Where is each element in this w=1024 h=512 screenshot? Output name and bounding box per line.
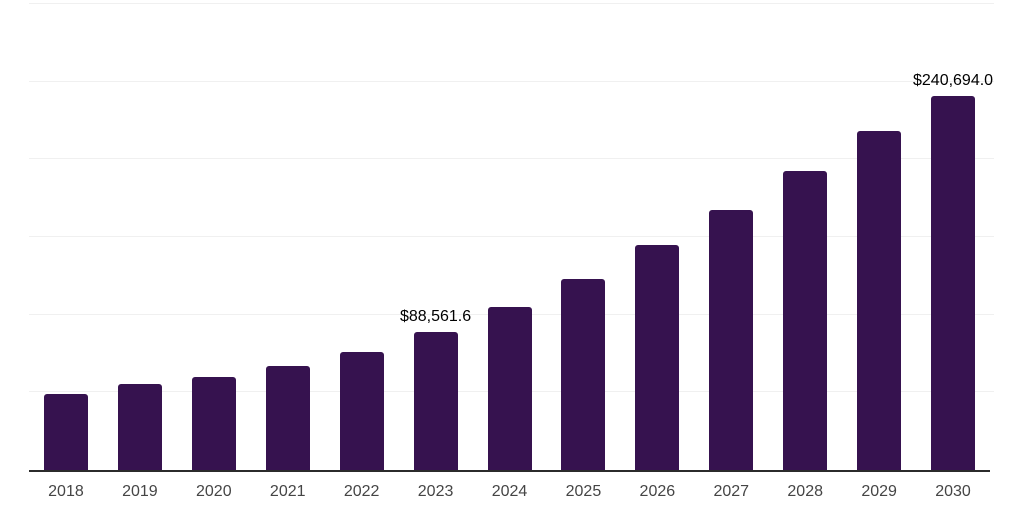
bar-2030 [931,96,976,470]
gridline [29,80,994,82]
x-axis-label-2021: 2021 [269,483,306,500]
bar-2029 [857,130,902,470]
bar-2028 [783,170,828,470]
gridline [29,158,994,160]
bar-2021 [265,366,310,470]
plot-area: $88,561.6 $240,694.0 [29,3,994,472]
x-axis-label-2026: 2026 [639,483,676,500]
gridline [29,3,994,4]
x-axis-label-2024: 2024 [491,483,528,500]
x-axis-label-2023: 2023 [417,483,454,500]
bar-2024 [487,306,532,470]
bar-value-label-2030: $240,694.0 [912,72,994,90]
x-axis-label-2022: 2022 [343,483,380,500]
bar-2020 [191,377,236,470]
x-axis-label-2018: 2018 [48,483,84,500]
x-axis-label-2030: 2030 [935,483,971,500]
bar-2019 [117,384,162,470]
x-axis-label-2027: 2027 [713,483,750,500]
x-axis-label-2028: 2028 [787,483,823,500]
bar-2022 [339,351,384,470]
x-axis-label-2025: 2025 [565,483,602,500]
bar-2023 [413,332,458,470]
bar-2026 [635,245,680,470]
bar-2027 [709,209,754,470]
x-axis-label-2019: 2019 [122,483,158,500]
x-axis: 2018 2019 2020 2021 2022 2023 2024 2025 2026 2027… [29,472,990,508]
x-axis-label-2020: 2020 [196,483,232,500]
gridline [29,236,994,237]
x-axis-label-2029: 2029 [861,483,897,500]
bar-2018 [43,394,88,470]
bar-2025 [561,279,606,470]
bar-value-label-2023: $88,561.6 [399,308,472,326]
